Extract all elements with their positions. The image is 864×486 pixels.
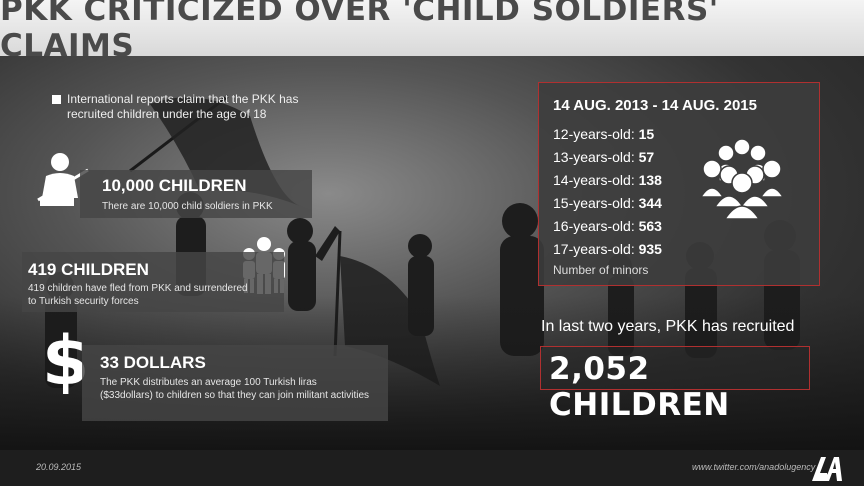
fact-panel-fled: 419 CHILDREN 419 children have fled from… [22, 252, 284, 312]
age-label: 12-years-old: [553, 126, 639, 142]
dollar-icon: $ [42, 322, 90, 401]
age-value: 57 [638, 149, 655, 165]
age-stats-box: 14 AUG. 2013 - 14 AUG. 2015 12-years-old… [538, 82, 820, 286]
age-stat-row: 17-years-old: 935 [553, 238, 662, 261]
fact-description: 419 children have fled from PKK and surr… [28, 283, 248, 307]
minors-note: Number of minors [553, 263, 649, 277]
age-value: 138 [638, 172, 662, 188]
age-label: 16-years-old: [553, 218, 639, 234]
age-stat-row: 15-years-old: 344 [553, 192, 662, 215]
fact-headline: 10,000 CHILDREN [102, 176, 247, 195]
twitter-link[interactable]: www.twitter.com/anadolugency [692, 462, 816, 472]
footer-bar: 20.09.2015 www.twitter.com/anadolugency [0, 450, 864, 486]
fact-headline: 419 CHILDREN [28, 260, 149, 279]
date-range: 14 AUG. 2013 - 14 AUG. 2015 [553, 97, 757, 114]
age-label: 17-years-old: [553, 241, 639, 257]
bullet-square [52, 95, 61, 104]
crowd-icon [699, 138, 785, 219]
fact-headline: 33 DOLLARS [100, 353, 206, 372]
recruited-statement: In last two years, PKK has recruited [541, 318, 795, 335]
age-value: 344 [638, 195, 662, 211]
soldier-icon [37, 153, 89, 206]
total-recruited-box: 2,052 CHILDREN [540, 346, 810, 423]
age-value: 15 [638, 126, 655, 142]
age-stat-row: 13-years-old: 57 [553, 146, 662, 169]
total-recruited-value: 2,052 CHILDREN [549, 351, 730, 423]
page-title: PKK CRITICIZED OVER 'CHILD SOLDIERS' CLA… [0, 0, 719, 64]
age-label: 14-years-old: [553, 172, 639, 188]
fact-panel-children: 10,000 CHILDREN There are 10,000 child s… [80, 170, 312, 218]
age-label: 15-years-old: [553, 195, 639, 211]
fact-description: There are 10,000 child soldiers in PKK [102, 201, 273, 212]
age-stats-list: 12-years-old: 15 13-years-old: 57 14-yea… [553, 123, 662, 261]
agency-logo [812, 457, 842, 481]
age-label: 13-years-old: [553, 149, 639, 165]
fact-description: The PKK distributes an average 100 Turki… [100, 377, 370, 401]
age-stat-row: 14-years-old: 138 [553, 169, 662, 192]
title-bar: PKK CRITICIZED OVER 'CHILD SOLDIERS' CLA… [0, 0, 864, 64]
age-stat-row: 16-years-old: 563 [553, 215, 662, 238]
publish-date: 20.09.2015 [36, 462, 82, 472]
age-value: 935 [638, 241, 662, 257]
age-value: 563 [638, 218, 662, 234]
age-stat-row: 12-years-old: 15 [553, 123, 662, 146]
fact-panel-dollars: 33 DOLLARS The PKK distributes an averag… [82, 345, 388, 421]
intro-text: International reports claim that the PKK… [67, 92, 299, 121]
intro-statement: International reports claim that the PKK… [52, 92, 312, 122]
